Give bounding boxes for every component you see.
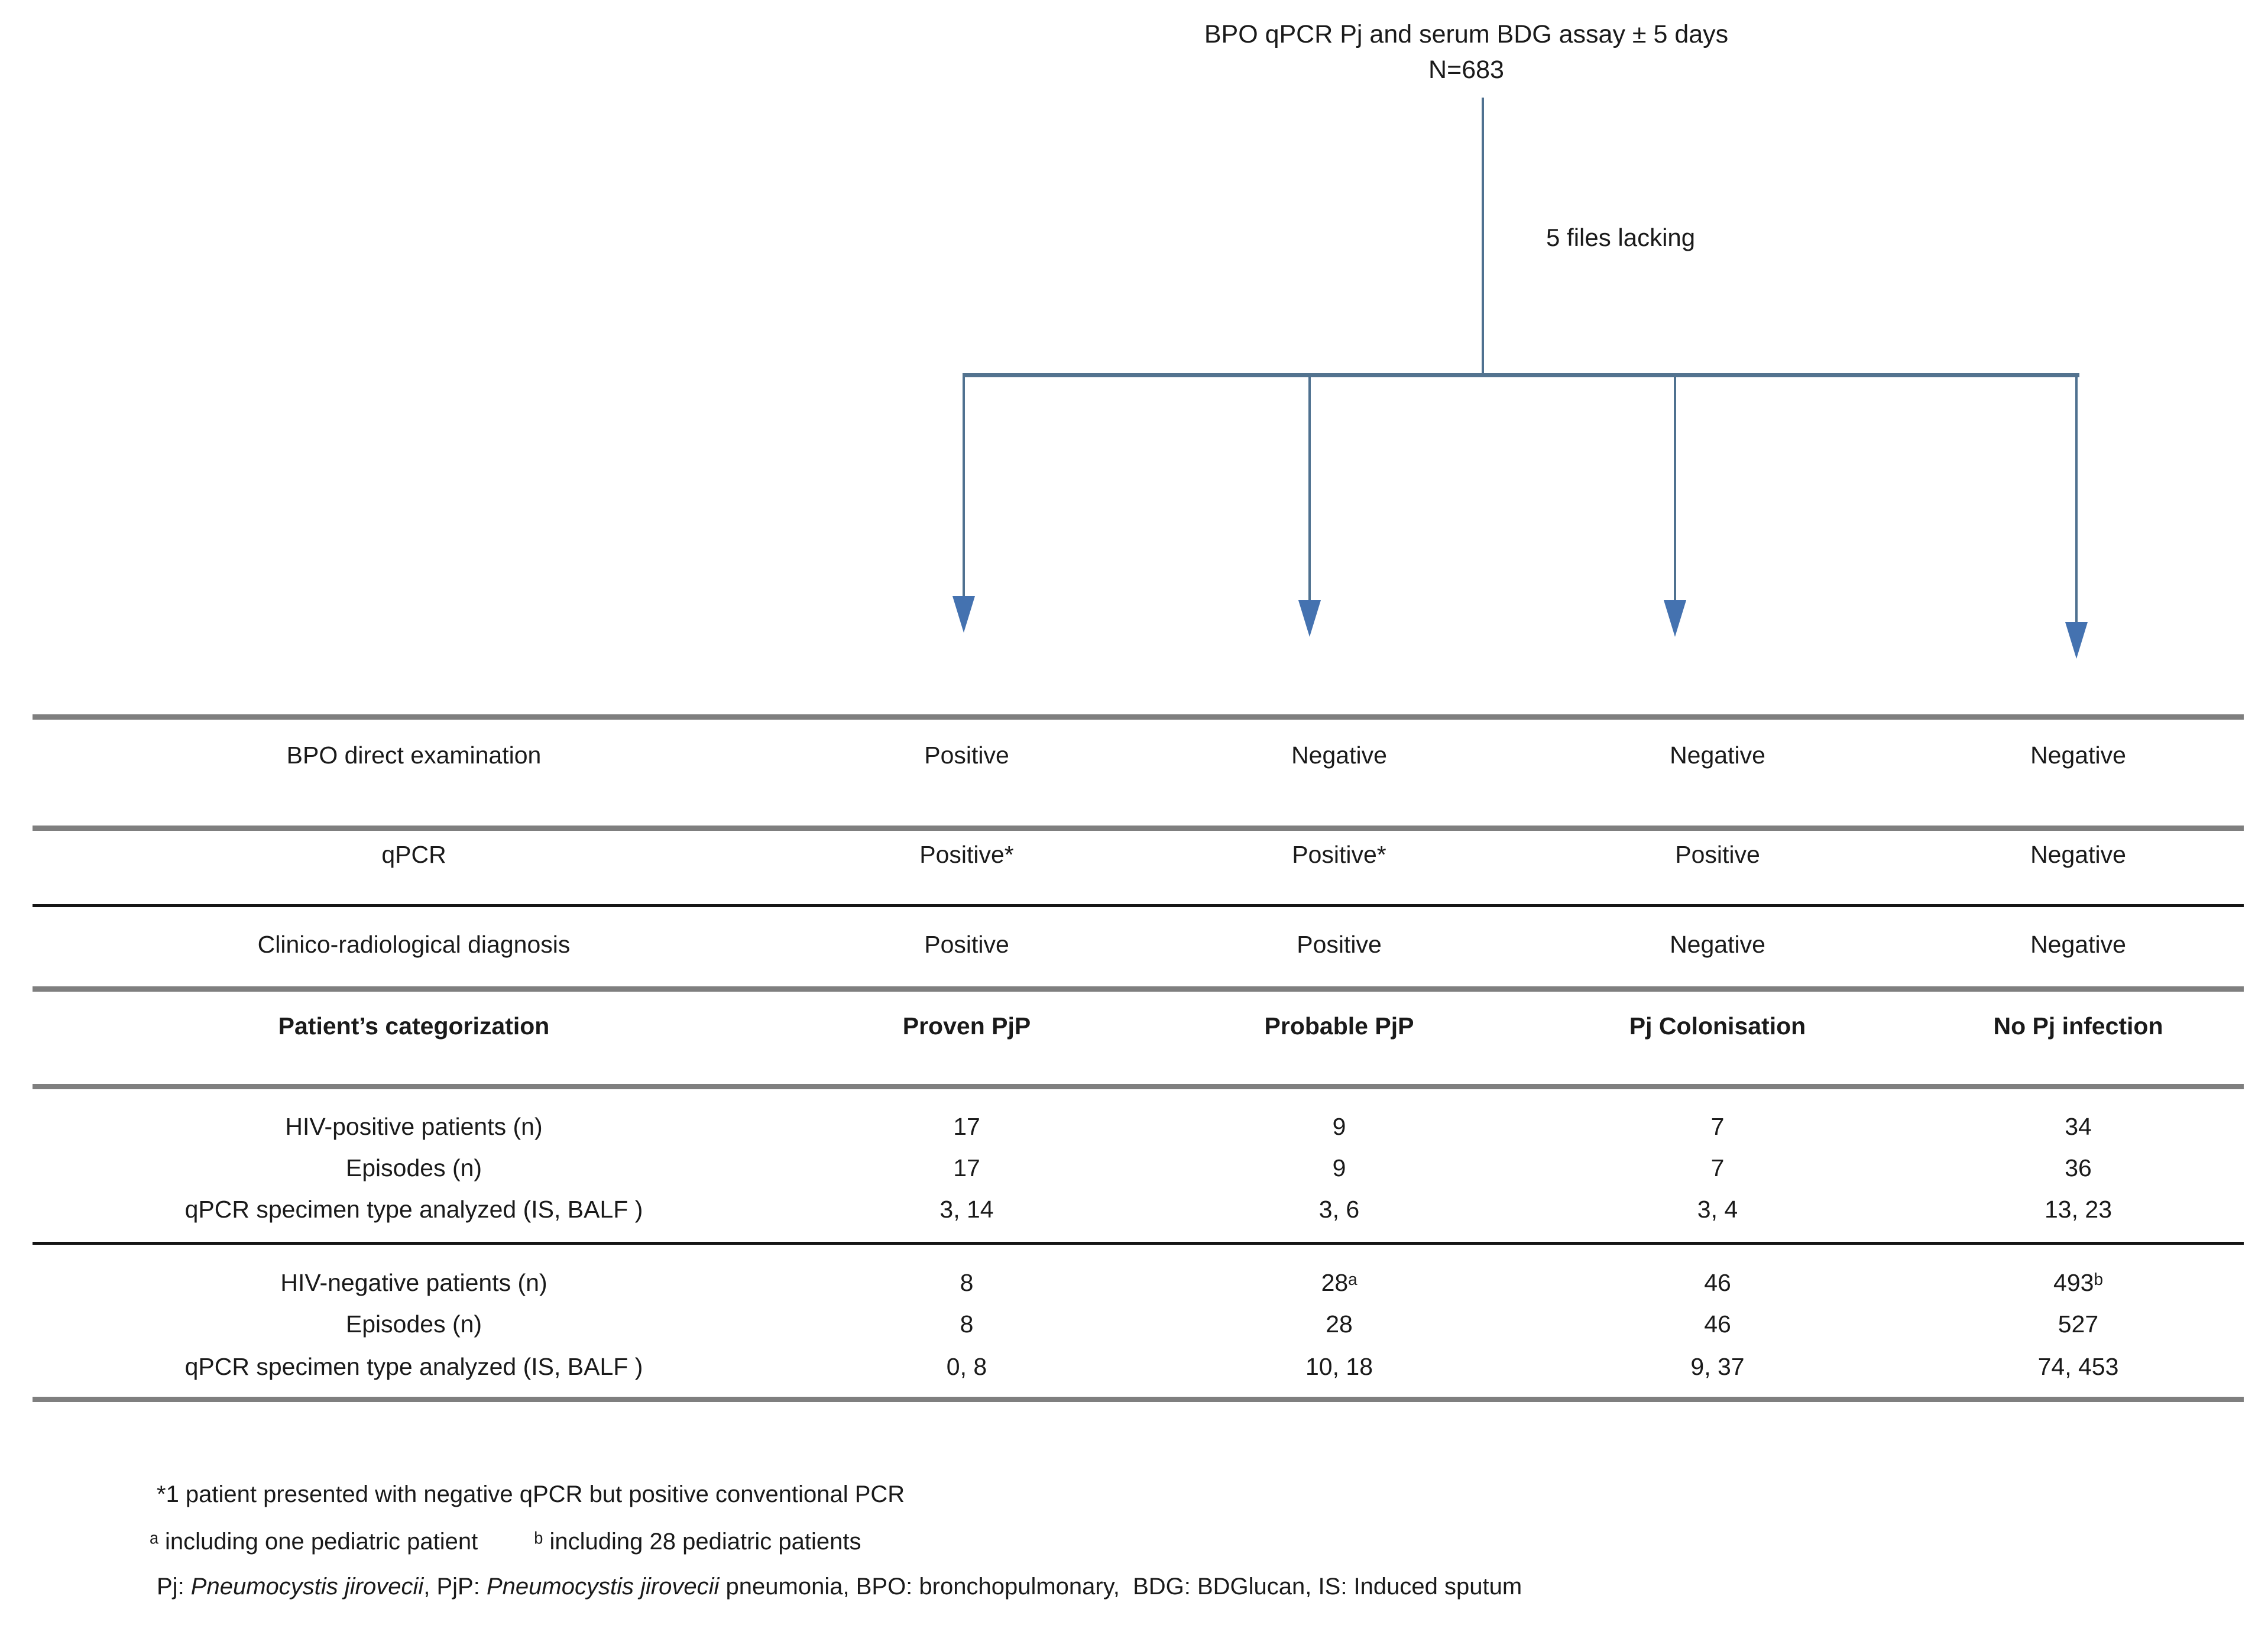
table-cell: Negative — [1291, 742, 1387, 769]
arrow-down-icon — [1298, 600, 1321, 637]
flow-branch-line-1 — [963, 377, 965, 596]
row-label: qPCR specimen type analyzed (IS, BALF ) — [184, 1196, 643, 1223]
table-cell: Negative — [1670, 742, 1765, 769]
table-cell: 28 — [1326, 1310, 1353, 1338]
arrow-down-icon — [952, 596, 975, 633]
table-cell: Positive* — [1292, 841, 1386, 868]
row-label: Patient’s categorization — [278, 1012, 550, 1040]
abbreviation-text: , PjP: — [423, 1574, 487, 1600]
table-cell: 527 — [2058, 1310, 2099, 1338]
table-cell: Positive — [1675, 841, 1760, 868]
table-cell: Pj Colonisation — [1629, 1012, 1806, 1040]
table-rule — [33, 826, 2244, 831]
row-label: qPCR specimen type analyzed (IS, BALF ) — [184, 1353, 643, 1380]
footnote-abbreviations: Pj: Pneumocystis jirovecii, PjP: Pneumoc… — [157, 1572, 1522, 1601]
table-cell: Positive — [1297, 931, 1382, 958]
flow-stem-line — [1482, 98, 1484, 376]
table-cell: Negative — [1670, 931, 1765, 958]
table-cell: 17 — [953, 1113, 980, 1140]
table-cell: Positive — [924, 742, 1009, 769]
species-name-italic: Pneumocystis jirovecii — [486, 1574, 720, 1600]
table-cell: Positive — [924, 931, 1009, 958]
flow-branch-bar — [963, 373, 2079, 377]
table-rule-thin — [33, 904, 2244, 907]
table-row-hiv-pos-specimen: qPCR specimen type analyzed (IS, BALF ) 3… — [0, 1195, 2268, 1224]
table-row-hiv-neg: HIV-negative patients (n) 8 28ᵃ 46 493ᵇ — [0, 1268, 2268, 1297]
species-name-italic: Pneumocystis jirovecii — [190, 1574, 424, 1600]
table-cell: Negative — [2030, 931, 2126, 958]
table-cell: 34 — [2065, 1113, 2092, 1140]
table-cell: Proven PjP — [902, 1012, 1031, 1040]
flow-branch-line-4 — [2075, 377, 2078, 622]
figure-title-line1: BPO qPCR Pj and serum BDG assay ± 5 days — [1204, 20, 1729, 48]
table-row-hiv-pos-episodes: Episodes (n) 17 9 7 36 — [0, 1153, 2268, 1183]
table-row-hiv-neg-specimen: qPCR specimen type analyzed (IS, BALF ) 0… — [0, 1352, 2268, 1381]
table-cell: 28ᵃ — [1321, 1269, 1357, 1296]
table-cell: 7 — [1710, 1113, 1725, 1140]
abbreviation-text: Pj: — [157, 1574, 191, 1600]
table-cell: No Pj infection — [1993, 1012, 2163, 1040]
row-label: qPCR — [381, 841, 446, 868]
table-cell: Positive* — [919, 841, 1014, 868]
footnote-pediatric-b: ᵇ including 28 pediatric patients — [534, 1529, 861, 1555]
row-label: BPO direct examination — [286, 742, 542, 769]
footnote-qpcr-asterisk: *1 patient presented with negative qPCR … — [157, 1481, 905, 1507]
row-label: HIV-negative patients (n) — [280, 1269, 547, 1296]
table-cell: 46 — [1704, 1310, 1731, 1338]
table-cell: 3, 6 — [1318, 1196, 1360, 1223]
table-cell: 9 — [1332, 1113, 1346, 1140]
row-label: Episodes (n) — [345, 1310, 482, 1338]
table-cell: 7 — [1710, 1154, 1725, 1181]
table-cell: 8 — [960, 1310, 974, 1338]
row-label: HIV-positive patients (n) — [285, 1113, 543, 1140]
branch-annotation: 5 files lacking — [1546, 224, 1696, 251]
table-cell: 9, 37 — [1690, 1353, 1745, 1380]
table-cell: 3, 4 — [1697, 1196, 1738, 1223]
table-row-qpcr: qPCR Positive* Positive* Positive Negative — [0, 840, 2268, 869]
table-row-hiv-pos: HIV-positive patients (n) 17 9 7 34 — [0, 1112, 2268, 1141]
table-row-clinico: Clinico-radiological diagnosis Positive Po… — [0, 930, 2268, 959]
table-cell: 46 — [1704, 1269, 1731, 1296]
table-cell: 10, 18 — [1305, 1353, 1373, 1380]
arrow-down-icon — [2065, 622, 2088, 659]
table-rule-bottom — [33, 1397, 2244, 1402]
table-cell: 74, 453 — [2037, 1353, 2119, 1380]
row-label: Clinico-radiological diagnosis — [257, 931, 571, 958]
table-rule — [33, 986, 2244, 992]
figure-title: BPO qPCR Pj and serum BDG assay ± 5 days… — [976, 17, 1957, 88]
footnote-pediatric-a: ᵃ including one pediatric patient — [150, 1529, 478, 1555]
table-cell: 13, 23 — [2045, 1196, 2112, 1223]
table-row-bpo: BPO direct examination Positive Negative Ne… — [0, 740, 2268, 770]
abbreviation-text: pneumonia, BPO: bronchopulmonary, BDG: B… — [719, 1574, 1522, 1600]
row-label: Episodes (n) — [345, 1154, 482, 1181]
table-rule — [33, 1084, 2244, 1089]
table-cell: 36 — [2065, 1154, 2092, 1181]
table-cell: 3, 14 — [939, 1196, 994, 1223]
table-cell: 8 — [960, 1269, 974, 1296]
table-row-categorization: Patient’s categorization Proven PjP Probab… — [0, 1011, 2268, 1041]
footnote-pediatric: ᵃ including one pediatric patient ᵇ incl… — [150, 1527, 861, 1556]
table-cell: 9 — [1332, 1154, 1346, 1181]
table-cell: Negative — [2030, 742, 2126, 769]
flow-branch-line-2 — [1308, 377, 1311, 600]
arrow-down-icon — [1664, 600, 1686, 637]
table-rule-thin — [33, 1242, 2244, 1245]
figure-title-count: N=683 — [1428, 56, 1504, 84]
table-cell: 0, 8 — [946, 1353, 987, 1380]
table-cell: Negative — [2030, 841, 2126, 868]
table-rule-top — [33, 714, 2244, 720]
table-cell: 493ᵇ — [2053, 1269, 2103, 1296]
flow-branch-line-3 — [1674, 377, 1676, 600]
table-row-hiv-neg-episodes: Episodes (n) 8 28 46 527 — [0, 1309, 2268, 1339]
table-cell: Probable PjP — [1264, 1012, 1414, 1040]
table-cell: 17 — [953, 1154, 980, 1181]
